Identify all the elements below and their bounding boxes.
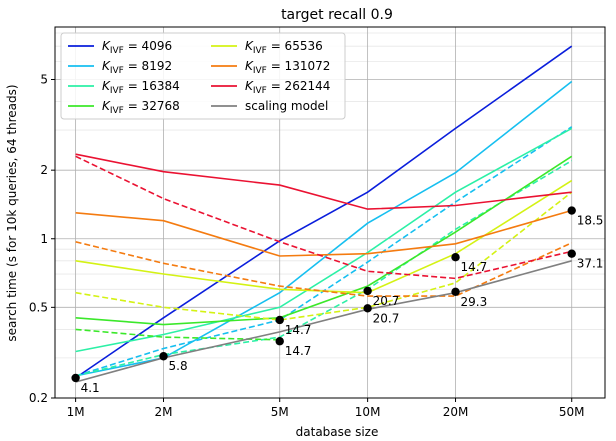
data-point-label: 5.8 (169, 359, 188, 373)
series-line-k-ivf-16384 (75, 127, 573, 353)
x-tick-label: 1M (67, 405, 85, 419)
legend-label: KIVF = 16384 (102, 79, 180, 96)
axis-ticks: 1M 2M 5M 10M 20M 50M 0.2 0.5 1 2 5 (29, 73, 585, 419)
data-point (451, 287, 460, 297)
legend-box (60, 32, 346, 120)
legend-label: KIVF = 32768 (102, 99, 180, 116)
data-point-label: 29.3 (461, 295, 488, 309)
y-tick-label: 5 (40, 73, 48, 87)
x-axis-title: database size (296, 425, 379, 439)
data-point-label: 37.1 (577, 257, 604, 271)
series-line-k-ivf-4096 (75, 45, 573, 379)
x-tick-label: 2M (155, 405, 173, 419)
legend-label: KIVF = 8192 (102, 59, 172, 76)
data-point (363, 304, 372, 313)
legend-label: KIVF = 262144 (245, 79, 330, 96)
x-tick-label: 10M (355, 405, 381, 419)
series-line-k-ivf-8192 (75, 80, 573, 377)
y-axis-title: search time (s for 10k queries, 64 threa… (5, 84, 19, 341)
annotated-points: 4.1 5.8 14.7 14.7 20.7 20.7 14.7 29.3 18.5 37.1 (71, 206, 603, 395)
data-point-label: 18.5 (577, 214, 604, 228)
data-point (451, 252, 460, 262)
y-tick-label: 0.2 (29, 391, 48, 405)
y-tick-label: 2 (40, 163, 48, 177)
series-dashed-k-ivf-262144 (75, 155, 572, 280)
data-point-label: 20.7 (373, 311, 400, 325)
data-point (275, 337, 284, 346)
data-point (567, 249, 576, 258)
y-tick-label: 0.5 (29, 300, 48, 314)
plot-frame (54, 26, 606, 399)
legend-label: scaling model (245, 99, 328, 113)
data-point-label: 20.7 (373, 294, 400, 308)
data-point (71, 373, 80, 383)
data-point-label: 4.1 (81, 381, 100, 395)
series-line-k-ivf-262144 (75, 153, 572, 210)
legend-label: KIVF = 131072 (245, 59, 330, 76)
x-tick-label: 5M (271, 405, 289, 419)
data-point (567, 206, 576, 215)
data-point (275, 315, 284, 325)
legend-label: KIVF = 65536 (245, 39, 323, 56)
series-dashed-k-ivf-16384 (75, 160, 573, 377)
data-point-label: 14.7 (285, 344, 312, 358)
chart-title: target recall 0.9 (281, 7, 393, 23)
x-tick-label: 50M (559, 405, 585, 419)
series-dashed-k-ivf-32768 (75, 328, 280, 341)
data-point-label: 14.7 (461, 260, 488, 274)
legend: KIVF = 4096 KIVF = 8192 KIVF = 16384 KIVF =… (60, 32, 346, 120)
x-tick-label: 20M (443, 405, 469, 419)
y-tick-label: 1 (40, 232, 48, 246)
data-point (159, 352, 168, 361)
legend-label: KIVF = 4096 (102, 39, 172, 56)
series-line-k-ivf-131072 (75, 209, 572, 257)
data-point-label: 14.7 (285, 323, 312, 337)
series-dashed-k-ivf-65536 (75, 191, 573, 321)
data-point (363, 286, 372, 296)
series-layer (75, 45, 573, 383)
series-line-k-ivf-32768 (75, 155, 573, 326)
series-dashed-k-ivf-8192 (75, 126, 573, 377)
series-line-scaling-model (75, 260, 572, 383)
